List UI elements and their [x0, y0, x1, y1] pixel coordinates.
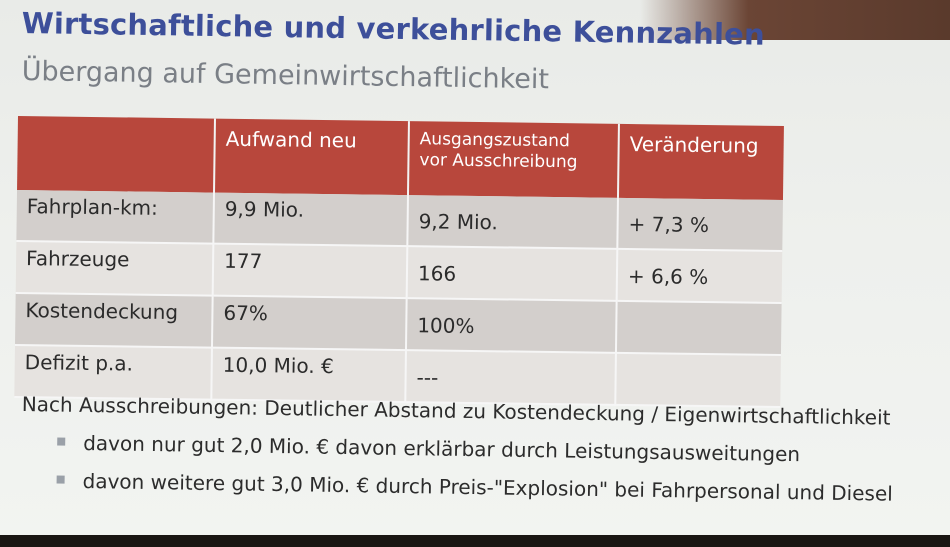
header-aufwand-neu: Aufwand neu — [214, 118, 409, 196]
row-label: Fahrzeuge — [15, 240, 214, 296]
cell-aufwand-neu: 9,9 Mio. — [213, 192, 408, 247]
cell-veraenderung — [615, 300, 782, 356]
header-ausgangszustand-line1: Ausgangszustand — [419, 129, 570, 152]
bullet-text: davon nur gut 2,0 Mio. € davon erklärbar… — [83, 430, 801, 467]
square-bullet-icon — [56, 475, 65, 484]
slide-subtitle: Übergang auf Gemeinwirtschaftlichkeit — [21, 56, 550, 96]
bullet-text: davon weitere gut 3,0 Mio. € durch Preis… — [82, 468, 893, 506]
cell-aufwand-neu: 177 — [212, 243, 408, 299]
kennzahlen-table: Aufwand neu Ausgangszustand vor Ausschre… — [14, 116, 784, 408]
cell-veraenderung: + 6,6 % — [616, 248, 783, 304]
list-item: davon nur gut 2,0 Mio. € davon erklärbar… — [57, 431, 894, 468]
header-label — [17, 116, 215, 193]
notes-section: Nach Ausschreibungen: Deutlicher Abstand… — [20, 392, 894, 520]
cell-aufwand-neu: 67% — [211, 295, 407, 351]
cell-ausgangszustand: 166 — [406, 246, 618, 301]
screen-bottom-edge — [0, 535, 950, 547]
header-ausgangszustand: Ausgangszustand vor Ausschreibung — [407, 121, 619, 198]
header-veraenderung: Veränderung — [617, 123, 784, 201]
cell-ausgangszustand: 100% — [405, 298, 617, 353]
background-wall — [640, 0, 950, 40]
table-header-row: Aufwand neu Ausgangszustand vor Ausschre… — [17, 116, 784, 201]
cell-veraenderung: + 7,3 % — [617, 197, 783, 252]
cell-aufwand-neu: 10,0 Mio. € — [211, 347, 406, 403]
header-ausgangszustand-line2: vor Ausschreibung — [419, 150, 578, 173]
list-item: davon weitere gut 3,0 Mio. € durch Preis… — [56, 469, 893, 506]
row-label: Fahrplan-km: — [16, 189, 215, 244]
row-label: Kostendeckung — [15, 292, 213, 348]
notes-bullet-list: davon nur gut 2,0 Mio. € davon erklärbar… — [20, 430, 893, 506]
cell-veraenderung — [615, 352, 781, 408]
cell-ausgangszustand: 9,2 Mio. — [407, 195, 618, 249]
square-bullet-icon — [57, 437, 66, 446]
cell-ausgangszustand: --- — [405, 350, 616, 405]
